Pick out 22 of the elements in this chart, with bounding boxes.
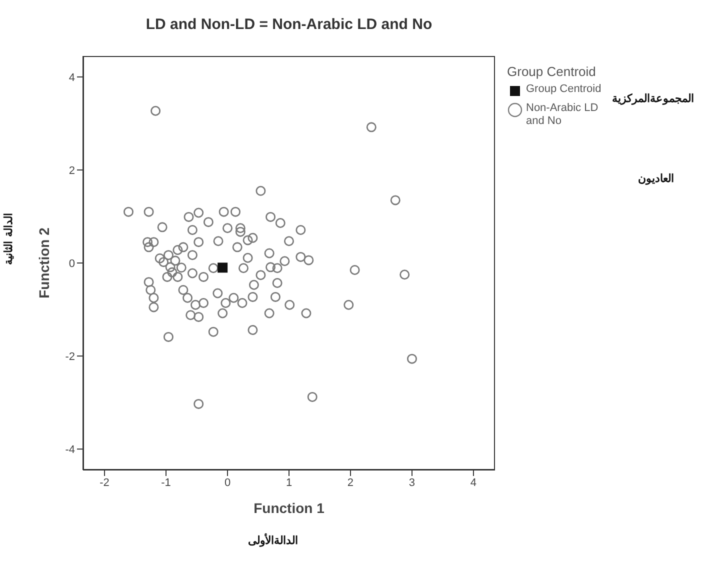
x-tick-label: -2 <box>100 476 110 489</box>
y-tick-label: 2 <box>68 164 75 177</box>
chart-title: LD and Non-LD = Non-Arabic LD and No <box>144 16 434 33</box>
y-tick-label: 4 <box>68 72 75 84</box>
x-tick-label: 2 <box>347 476 354 489</box>
legend-title: Group Centroid <box>507 64 597 79</box>
x-tick-label: 3 <box>408 476 416 489</box>
x-tick-label: 4 <box>470 476 477 489</box>
x-tick-label: -1 <box>161 476 171 489</box>
y-tick-label: -2 <box>65 350 75 363</box>
text: المجموعةالمركزية <box>612 92 694 105</box>
x-tick-label: 0 <box>224 476 231 489</box>
legend-label: Group Centroid <box>526 83 602 96</box>
y-tick-label: -4 <box>65 444 75 456</box>
text: العاديون <box>638 172 674 185</box>
y-axis-title: Function 2 <box>36 228 52 298</box>
text: الدالةالأولى <box>248 534 298 547</box>
y-tick-label: 0 <box>68 258 75 270</box>
text: الدالة الثانية <box>2 213 15 265</box>
x-axis-title: Function 1 <box>252 500 326 516</box>
x-tick-label: 1 <box>286 476 292 489</box>
legend-label: Non-Arabic LD and No <box>526 102 600 128</box>
